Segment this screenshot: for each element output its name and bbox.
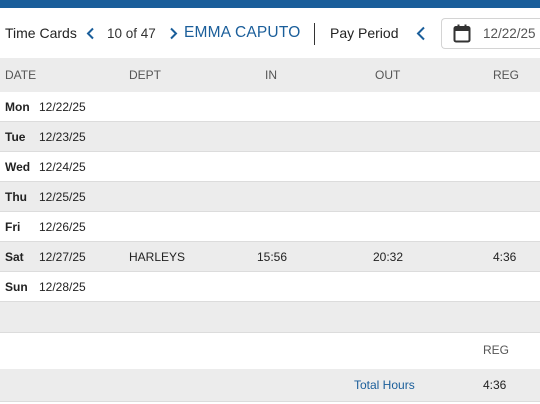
row-day: Sun (5, 280, 28, 294)
row-date: 12/22/25 (39, 100, 86, 114)
row-date: 12/23/25 (39, 130, 86, 144)
table-row[interactable]: Mon 12/22/25 (0, 92, 540, 122)
table-row[interactable]: Sat 12/27/25 HARLEYS 15:56 20:32 4:36 (0, 242, 540, 272)
column-header-date: DATE (5, 68, 37, 82)
row-day: Sat (5, 250, 24, 264)
row-date: 12/25/25 (39, 190, 86, 204)
row-date: 12/28/25 (39, 280, 86, 294)
calendar-icon[interactable] (453, 24, 473, 44)
previous-pay-period-button[interactable] (412, 8, 430, 58)
row-day: Wed (5, 160, 31, 174)
employee-name[interactable]: EMMA CAPUTO (184, 24, 301, 41)
next-employee-button[interactable] (165, 8, 181, 58)
row-day: Fri (5, 220, 21, 234)
table-row[interactable]: Tue 12/23/25 (0, 122, 540, 152)
row-date: 12/26/25 (39, 220, 86, 234)
row-day: Tue (5, 130, 26, 144)
row-in: 15:56 (257, 250, 288, 264)
timecard-header: Time Cards 10 of 47 EMMA CAPUTO Pay Peri… (0, 8, 540, 58)
row-day: Thu (5, 190, 27, 204)
summary-header: REG (0, 333, 540, 369)
empty-row (0, 302, 540, 333)
column-header-dept: DEPT (129, 68, 162, 82)
total-hours-row: Total Hours 4:36 (0, 369, 540, 402)
table-row[interactable]: Fri 12/26/25 (0, 212, 540, 242)
page-title: Time Cards (5, 25, 77, 41)
employee-counter: 10 of 47 (107, 25, 156, 41)
header-divider (314, 23, 315, 45)
table-row[interactable]: Thu 12/25/25 (0, 182, 540, 212)
row-dept: HARLEYS (129, 250, 186, 264)
pay-period-label: Pay Period (330, 25, 399, 41)
chevron-right-icon (169, 27, 177, 39)
row-out: 20:32 (373, 250, 404, 264)
total-hours-reg: 4:36 (483, 378, 507, 392)
pay-period-date-picker[interactable]: 12/22/25 (441, 18, 540, 49)
table-row[interactable]: Wed 12/24/25 (0, 152, 540, 182)
column-header-in: IN (265, 68, 277, 82)
row-date: 12/27/25 (39, 250, 86, 264)
column-header-reg: REG (493, 68, 520, 82)
chevron-left-icon (416, 26, 425, 40)
chevron-left-icon (86, 27, 94, 39)
row-reg: 4:36 (493, 250, 517, 264)
previous-employee-button[interactable] (82, 8, 98, 58)
row-day: Mon (5, 100, 30, 114)
top-accent-bar (0, 0, 540, 8)
table-row[interactable]: Sun 12/28/25 (0, 272, 540, 302)
table-column-headers: DATE DEPT IN OUT REG (0, 58, 540, 92)
pay-period-date-value: 12/22/25 (483, 26, 536, 41)
total-hours-label: Total Hours (354, 378, 415, 392)
summary-reg-header: REG (483, 343, 510, 357)
column-header-out: OUT (375, 68, 401, 82)
row-date: 12/24/25 (39, 160, 86, 174)
